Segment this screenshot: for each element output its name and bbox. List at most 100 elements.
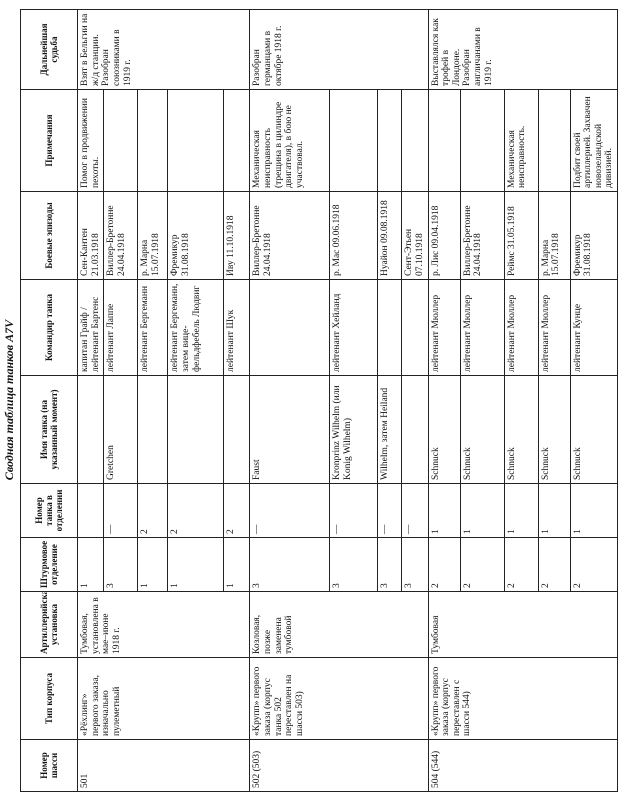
tank-number: 2 (137, 483, 168, 538)
episode: р. Марна 15.07.1918 (538, 191, 570, 280)
empty-cell (538, 89, 570, 192)
episode: Нуайон 09.08.1918 (377, 191, 402, 280)
episode: Фремикур 31.08.1918 (570, 191, 618, 280)
tank-number: 1 (460, 483, 504, 538)
table-row: 502 (503) «Крупп» первого заказа (корпус … (249, 9, 428, 792)
gun-mount: Тумбовая (428, 591, 618, 658)
commander: лейтенант Шук (223, 279, 250, 376)
empty-cell (167, 375, 224, 484)
tank-number: — (103, 483, 138, 538)
commander: лейтенант Бергеманн (137, 279, 168, 376)
tank-number: — (249, 483, 330, 538)
assault-group: 2 (428, 537, 460, 592)
assault-group: 1 (77, 537, 104, 592)
empty-cell (249, 279, 330, 376)
tank-number: 1 (570, 483, 618, 538)
column-header: Имя танка (на указанный момент) (20, 375, 78, 484)
chassis-number: 504 (544) (428, 739, 618, 792)
chassis-number: 501 (77, 739, 250, 792)
commander: лейтенант Мюллер (504, 279, 538, 376)
note: Механическая неисправность. (504, 89, 538, 192)
empty-cell (401, 279, 428, 376)
episode: р. Марна 15.07.1918 (137, 191, 168, 280)
empty-cell (428, 89, 460, 192)
fate: Выставлялся как трофей в Лондоне. Разобр… (428, 9, 618, 90)
episode: р. Лис 09.04.1918 (428, 191, 460, 280)
empty-cell (401, 375, 428, 484)
assault-group: 1 (167, 537, 224, 592)
assault-group: 1 (223, 537, 250, 592)
tank-name: Schnuck (460, 375, 504, 484)
commander: лейтенант Бергеманн, затем вице-фельдфеб… (167, 279, 224, 376)
commander: лейтенант Мюллер (460, 279, 504, 376)
column-header: Артиллерийская установка (20, 591, 78, 658)
tank-name: Schnuck (570, 375, 618, 484)
table-row: 504 (544) «Крупп» первого заказа (корпус … (428, 9, 618, 792)
column-header: Тип корпуса (20, 657, 78, 740)
gun-mount: Козловая, позже заменена тумбовой (249, 591, 428, 658)
commander: лейтенант Лаппе (103, 279, 138, 376)
empty-cell (167, 89, 224, 192)
tank-number: 2 (167, 483, 224, 538)
empty-cell (460, 89, 504, 192)
tank-number: — (401, 483, 428, 538)
table-row: 501 «Рёхлинг» первого заказа, изначально … (77, 9, 250, 792)
episode: р. Мас 09.06.1918 (329, 191, 378, 280)
assault-group: 2 (504, 537, 538, 592)
tank-name: Schnuck (428, 375, 460, 484)
commander: капитан Грайф / лейтенант Бартенс (77, 279, 104, 376)
assault-group: 3 (329, 537, 378, 592)
empty-cell (223, 89, 250, 192)
summary-table: Номер шасси Тип корпуса Артиллерийская уст… (20, 9, 618, 792)
tank-number: — (329, 483, 378, 538)
assault-group: 2 (570, 537, 618, 592)
hull-type: «Крупп» первого заказа (корпус танка 502… (249, 657, 428, 740)
assault-group: 3 (249, 537, 330, 592)
column-header: Командир танка (20, 279, 78, 376)
tank-name: Schnuck (504, 375, 538, 484)
empty-cell (77, 483, 104, 538)
tank-name: Schnuck (538, 375, 570, 484)
fate: Разобран германцами в октябре 1918 г. (249, 9, 428, 90)
column-header: Дальнейшая судьба (20, 9, 78, 90)
commander: лейтенант Мюллер (428, 279, 460, 376)
column-header: Примечания (20, 89, 78, 192)
tank-number: 2 (223, 483, 250, 538)
episode: Виллер-Бретонне 24.04.1918 (460, 191, 504, 280)
empty-cell (77, 375, 104, 484)
tank-number: 1 (504, 483, 538, 538)
tank-number: 1 (538, 483, 570, 538)
tank-name: Faust (249, 375, 330, 484)
episode: Виллер-Бретонне 24.04.1918 (249, 191, 330, 280)
assault-group: 2 (538, 537, 570, 592)
table-title: Сводная таблица танков A7V (2, 319, 16, 481)
table-body: 501 «Рёхлинг» первого заказа, изначально … (77, 9, 618, 792)
episode: Иву 11.10.1918 (223, 191, 250, 280)
note: Помог в продвижении пехоты. (77, 89, 104, 192)
tank-name: Kronprinz Wilhelm (или Konig Wilhelm) (329, 375, 378, 484)
commander: лейтенант Хейланд (329, 279, 378, 376)
tank-name: Gretchen (103, 375, 138, 484)
chassis-number: 502 (503) (249, 739, 428, 792)
assault-group: 2 (460, 537, 504, 592)
empty-cell (377, 89, 402, 192)
episode: Виллер-Бретонне 24.04.1918 (103, 191, 138, 280)
assault-group: 1 (137, 537, 168, 592)
episode: Сен-Кантен 21.03.1918 (77, 191, 104, 280)
empty-cell (401, 89, 428, 192)
tank-name: Wilhelm, затем Heiland (377, 375, 402, 484)
header-row: Номер шасси Тип корпуса Артиллерийская уст… (20, 9, 78, 792)
assault-group: 3 (401, 537, 428, 592)
column-header: Номер шасси (20, 739, 78, 792)
episode: Фремикур 31.08.1918 (167, 191, 224, 280)
column-header: Боевые эпизоды (20, 191, 78, 280)
gun-mount: Тумбовая, установлена в мае–июне 1918 г. (77, 591, 250, 658)
episode: Реймс 31.05.1918 (504, 191, 538, 280)
note: Подбит своей артиллерией. Захвачен новоз… (570, 89, 618, 192)
tank-number: — (377, 483, 402, 538)
note: Механическая неисправность (трещина в ци… (249, 89, 330, 192)
fate: Взят в Бельгии на ж/д станции. Разобран … (77, 9, 250, 90)
empty-cell (137, 375, 168, 484)
